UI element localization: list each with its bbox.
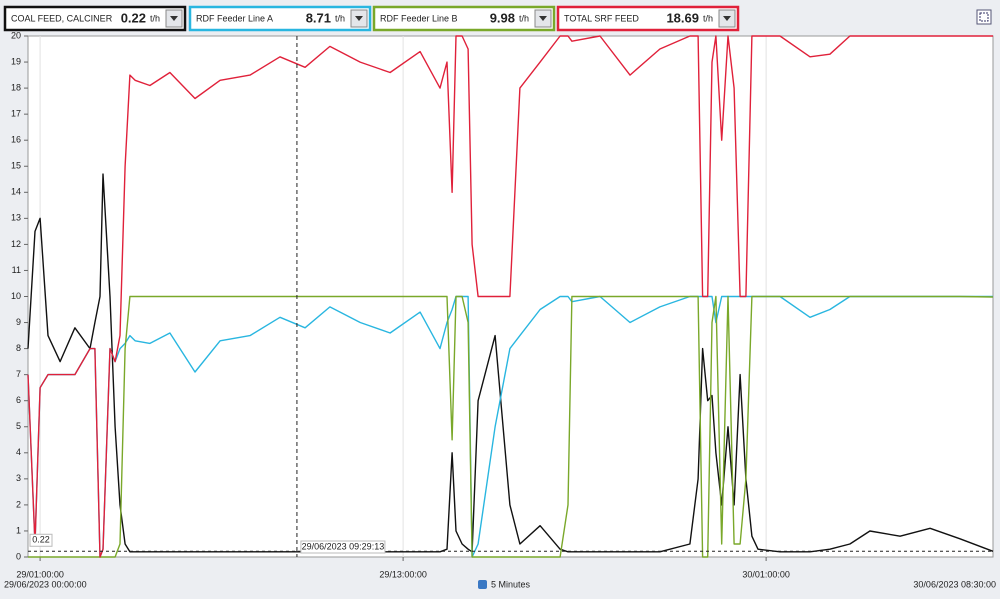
legend-unit[interactable]: t/h	[150, 13, 160, 23]
y-tick-label: 19	[11, 56, 21, 66]
y-tick-label: 13	[11, 213, 21, 223]
series-line	[27, 35, 993, 558]
icon-glyph[interactable]	[979, 12, 989, 22]
dropdown-arrow[interactable]	[355, 16, 363, 21]
series-line	[28, 295, 994, 558]
y-tick-label: 5	[16, 421, 21, 431]
legend-unit[interactable]: t/h	[519, 13, 529, 23]
dropdown-arrow[interactable]	[170, 16, 178, 21]
icon-frame[interactable]	[976, 9, 992, 25]
legend-value[interactable]: 8.71	[306, 10, 331, 25]
legend-item[interactable]: TOTAL SRF FEED 18.69 t/h	[556, 5, 740, 32]
interval-selector[interactable]: 5 Minutes	[478, 579, 531, 589]
end-label: 30/06/2023 08:30:00	[913, 579, 996, 589]
legend-value[interactable]: 18.69	[666, 10, 699, 25]
legend-box[interactable]	[556, 5, 740, 32]
x-tick-label: 29/01:00:00	[16, 569, 64, 579]
chart-settings-icon[interactable]	[976, 9, 992, 25]
dropdown-arrow[interactable]	[539, 16, 547, 21]
y-tick-label: 3	[16, 473, 21, 483]
y-tick-label: 6	[16, 395, 21, 405]
x-tick-label: 30/01:00:00	[742, 569, 790, 579]
interval-icon[interactable]	[478, 580, 487, 589]
interval-label[interactable]: 5 Minutes	[491, 579, 531, 589]
y-tick-label: 8	[16, 343, 21, 353]
legend-value[interactable]: 0.22	[121, 10, 146, 25]
dropdown-arrow[interactable]	[723, 16, 731, 21]
legend-box[interactable]	[3, 5, 187, 32]
legend-name[interactable]: RDF Feeder Line A	[196, 13, 273, 23]
cursor-label-box	[300, 540, 386, 554]
legend-item[interactable]: RDF Feeder Line A 8.71 t/h	[188, 5, 372, 32]
y-tick-label: 1	[16, 525, 21, 535]
y-tick-label: 17	[11, 109, 21, 119]
y-tick-label: 11	[12, 265, 21, 275]
y-tick-label: 18	[11, 82, 21, 92]
start-label: 29/06/2023 00:00:00	[4, 579, 87, 589]
y-tick-label: 20	[11, 30, 21, 40]
legend-unit[interactable]: t/h	[335, 13, 345, 23]
legend-item[interactable]: COAL FEED, CALCINER 0.22 t/h	[3, 5, 187, 32]
y-tick-label: 7	[16, 369, 21, 379]
legend-box[interactable]	[188, 5, 372, 32]
legend-item[interactable]: RDF Feeder Line B 9.98 t/h	[372, 5, 556, 32]
y-tick-label: 15	[11, 161, 21, 171]
y-tick-label: 16	[11, 135, 21, 145]
y-tick-label: 14	[11, 187, 21, 197]
y-tick-label: 0	[16, 551, 21, 561]
x-tick-label: 29/13:00:00	[379, 569, 427, 579]
reference-label-box	[29, 533, 53, 547]
legend-unit[interactable]: t/h	[703, 13, 713, 23]
legend-value[interactable]: 9.98	[490, 10, 515, 25]
reference-label: 0.22	[32, 535, 50, 545]
y-tick-label: 12	[11, 239, 21, 249]
legend-box[interactable]	[372, 5, 556, 32]
y-tick-label: 2	[16, 499, 21, 509]
y-tick-label: 4	[16, 447, 21, 457]
cursor-label: 29/06/2023 09:29:13	[302, 541, 385, 551]
legend-name[interactable]: RDF Feeder Line B	[380, 13, 458, 23]
legend-name[interactable]: TOTAL SRF FEED	[564, 13, 639, 23]
y-tick-label: 9	[16, 317, 21, 327]
y-tick-label: 10	[11, 291, 21, 301]
legend-name[interactable]: COAL FEED, CALCINER	[11, 13, 113, 23]
